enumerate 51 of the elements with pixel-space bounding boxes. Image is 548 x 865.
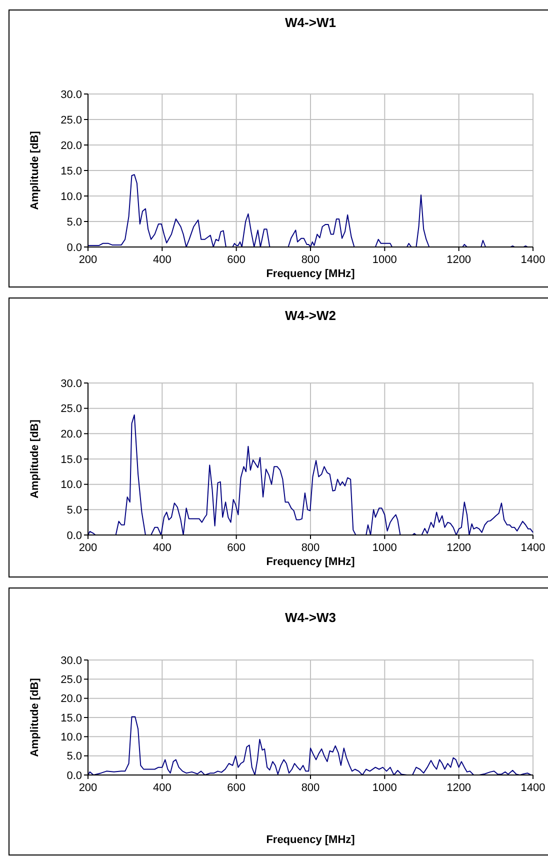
x-tick-label: 600 [227, 254, 246, 266]
chart-title: W4->W3 [285, 610, 336, 625]
x-tick-label: 600 [227, 782, 246, 794]
x-tick-label: 200 [78, 782, 98, 794]
y-axis-title: Amplitude [dB] [29, 419, 41, 498]
y-tick-label: 0.0 [66, 770, 82, 782]
y-tick-label: 25.0 [60, 114, 82, 126]
x-tick-label: 1400 [520, 254, 546, 266]
x-tick-label: 1000 [372, 254, 397, 266]
x-tick-label: 1200 [446, 782, 472, 794]
y-axis-title: Amplitude [dB] [29, 678, 41, 757]
y-tick-label: 10.0 [60, 732, 82, 744]
y-tick-label: 30.0 [60, 654, 82, 667]
y-tick-label: 5.0 [66, 504, 82, 517]
y-axis-title: Amplitude [dB] [29, 130, 41, 210]
y-tick-label: 25.0 [60, 674, 82, 686]
x-tick-label: 1200 [446, 254, 472, 266]
x-tick-label: 800 [301, 782, 320, 794]
y-tick-label: 10.0 [60, 190, 82, 203]
y-tick-label: 0.0 [66, 242, 82, 254]
x-axis-title: Frequency [MHz] [266, 834, 356, 846]
x-tick-label: 1000 [372, 542, 397, 554]
x-tick-label: 800 [301, 254, 320, 266]
x-tick-label: 1200 [446, 542, 472, 554]
x-axis-title: Frequency [MHz] [266, 268, 356, 280]
y-tick-label: 20.0 [60, 428, 82, 441]
y-tick-label: 10.0 [60, 479, 82, 492]
y-tick-label: 15.0 [60, 165, 82, 178]
y-tick-label: 5.0 [66, 750, 82, 763]
x-tick-label: 1000 [372, 782, 397, 794]
x-tick-label: 1400 [520, 782, 546, 794]
y-tick-label: 15.0 [60, 454, 82, 466]
x-tick-label: 400 [152, 542, 172, 554]
y-tick-label: 30.0 [60, 378, 82, 390]
y-tick-label: 20.0 [60, 693, 82, 706]
y-tick-label: 25.0 [60, 403, 82, 416]
x-tick-label: 400 [152, 254, 172, 266]
y-tick-label: 20.0 [60, 140, 82, 152]
x-tick-label: 200 [78, 254, 98, 266]
x-axis-title: Frequency [MHz] [266, 556, 356, 568]
x-tick-label: 400 [152, 782, 172, 794]
x-tick-label: 800 [301, 542, 320, 554]
y-tick-label: 30.0 [60, 88, 82, 101]
x-tick-label: 600 [227, 542, 246, 554]
chart-title: W4->W1 [285, 15, 336, 30]
y-tick-label: 5.0 [66, 216, 82, 228]
chart-title: W4->W2 [285, 308, 336, 323]
x-tick-label: 1400 [520, 542, 546, 554]
y-tick-label: 15.0 [60, 712, 82, 724]
y-tick-label: 0.0 [66, 530, 82, 542]
x-tick-label: 200 [78, 542, 98, 554]
